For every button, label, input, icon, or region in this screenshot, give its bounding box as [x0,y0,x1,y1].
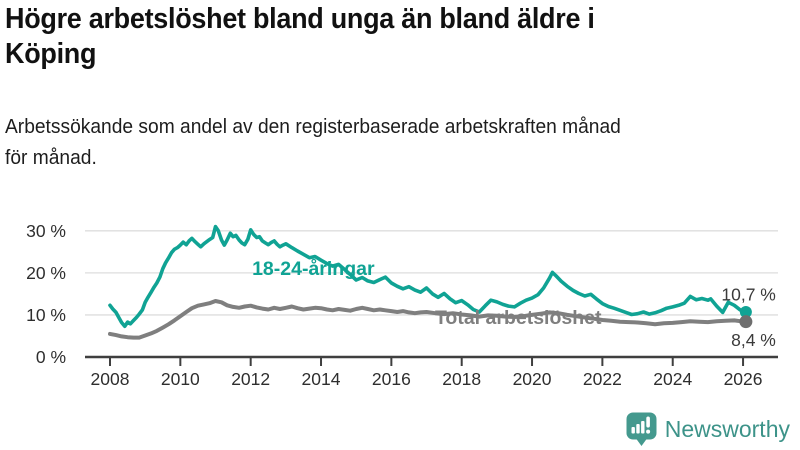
x-tick-label-2010: 2010 [161,369,200,389]
subtitle-line-1: Arbetssökande som andel av den registerb… [5,116,621,138]
series-line-youth [108,224,748,329]
title-line-2: Köping [5,37,97,70]
x-tick-label-2008: 2008 [91,369,130,389]
x-tick-label-2016: 2016 [372,369,411,389]
end-dot-total [739,315,753,329]
series-label-youth: 18-24-åringar [252,257,375,280]
end-value-label-total: 8,4 % [731,330,776,350]
title-line-1: Högre arbetslöshet bland unga än bland ä… [5,3,595,35]
x-tick-label-2012: 2012 [231,369,270,389]
brand-name: Newsworthy [664,415,790,442]
y-tick-label-0: 0 % [36,347,66,367]
x-tick-label-2024: 2024 [653,369,692,389]
y-tick-label-10: 10 % [26,305,66,325]
end-dot-youth [739,305,752,318]
x-tick-label-2020: 2020 [513,369,552,389]
unemployment-line-chart: 0 % 10 % 20 % 30 % 2008 2010 2012 2014 2016 2018 2… [26,221,778,389]
chart-subtitle: Arbetssökande som andel av den registerb… [5,112,735,174]
page-title: Högre arbetslöshet bland unga än bland ä… [5,2,723,72]
x-tick-label-2022: 2022 [583,369,622,389]
subtitle-line-2: för månad. [5,147,97,169]
end-value-label-youth: 10,7 % [721,284,775,304]
series-line-total [108,299,748,340]
x-tick-label-2014: 2014 [302,369,341,389]
y-tick-label-20: 20 % [26,263,66,283]
x-tick-label-2026: 2026 [724,369,763,389]
series-label-total: Total arbetslöshet [435,307,602,329]
newsworthy-bar-chart-bubble-icon [626,412,657,446]
newsworthy-logo[interactable]: Newsworthy [626,412,790,446]
x-tick-label-2018: 2018 [442,369,481,389]
y-tick-label-30: 30 % [26,221,66,241]
